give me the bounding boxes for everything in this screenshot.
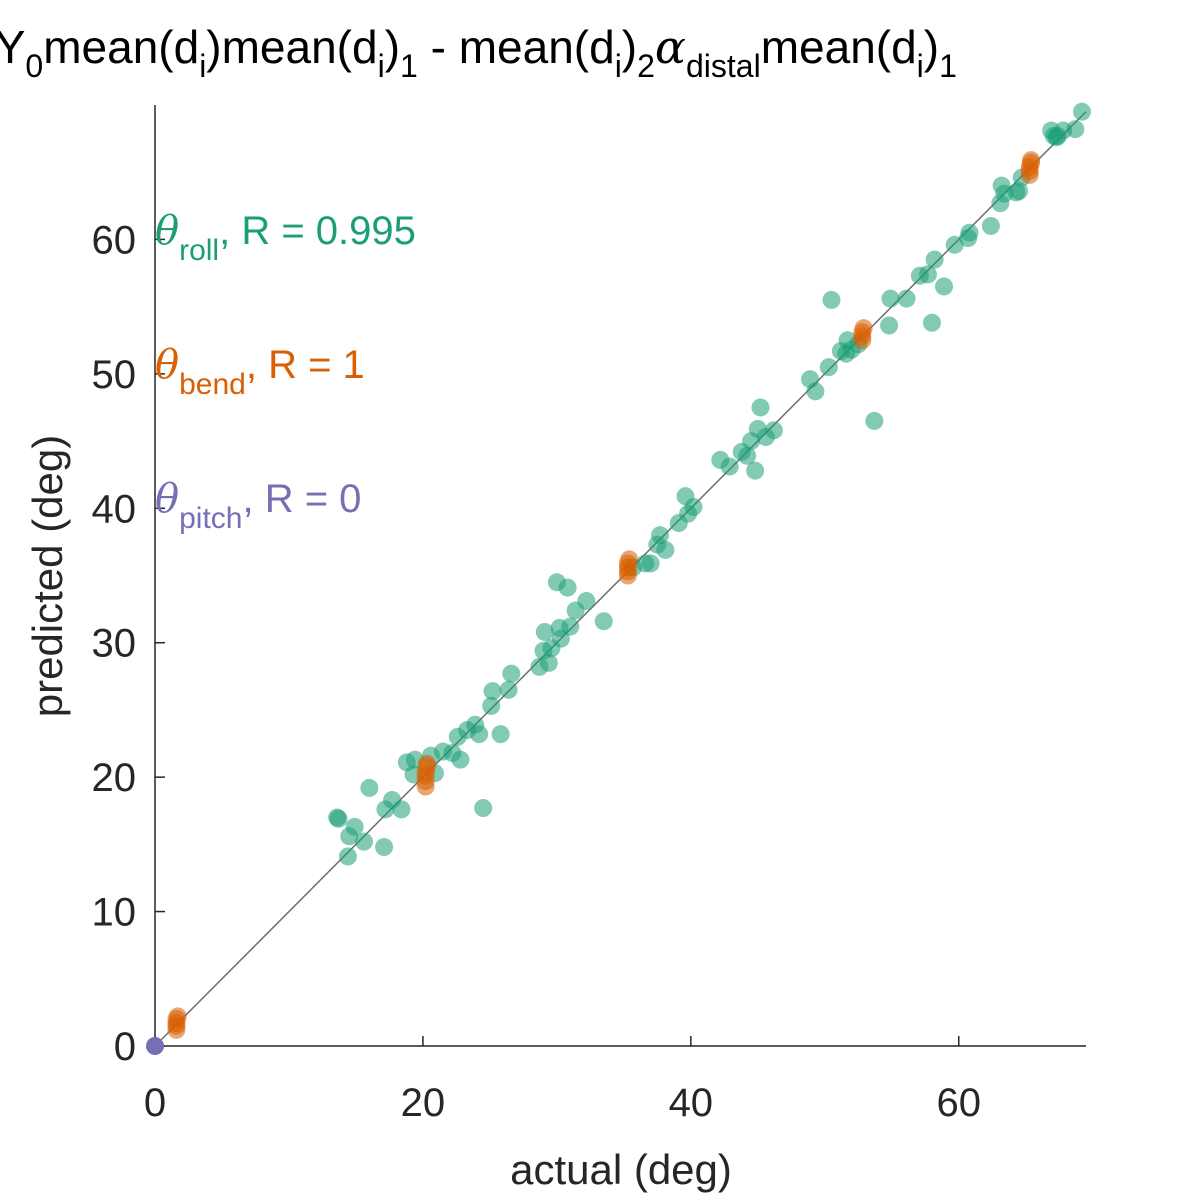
data-point-roll — [1010, 182, 1029, 201]
x-tick-label: 40 — [669, 1081, 714, 1125]
data-point-roll — [764, 421, 783, 440]
data-point-roll — [822, 290, 841, 309]
data-point-roll — [392, 800, 411, 819]
data-point-bend — [620, 550, 639, 569]
data-point-roll — [483, 682, 502, 701]
data-point-roll — [470, 725, 489, 744]
data-point-roll — [1066, 120, 1085, 139]
data-point-roll — [684, 497, 703, 516]
data-point-roll — [551, 629, 570, 648]
data-point-roll — [577, 592, 596, 611]
y-tick-label: 0 — [114, 1025, 136, 1069]
data-point-roll — [960, 223, 979, 242]
data-point-roll — [751, 398, 770, 417]
x-tick-label: 60 — [936, 1081, 981, 1125]
data-point-bend — [168, 1007, 187, 1026]
data-point-roll — [881, 289, 900, 308]
data-point-roll — [880, 316, 899, 335]
data-point-roll — [499, 680, 518, 699]
data-point-roll — [594, 612, 613, 631]
data-point-roll — [651, 526, 670, 545]
x-tick-label: 20 — [401, 1081, 446, 1125]
data-point-roll — [561, 617, 580, 636]
y-tick-label: 50 — [92, 353, 137, 397]
data-point-roll — [656, 540, 675, 559]
y-tick-label: 40 — [92, 487, 137, 531]
axis-ticks: 0 20 40 60 0 10 20 30 40 50 60 — [92, 218, 981, 1125]
data-point-roll — [329, 809, 348, 828]
annotation-roll: θroll, R = 0.995 — [155, 208, 416, 267]
data-point-bend — [417, 754, 436, 773]
data-point-roll — [345, 817, 364, 836]
data-point-roll — [945, 235, 964, 254]
data-point-roll — [819, 358, 838, 377]
data-point-roll — [491, 725, 510, 744]
data-point-roll — [806, 382, 825, 401]
data-point-roll — [738, 446, 757, 465]
chart-title: : Y0mean(di)mean(di)1 - mean(di)2αdistal… — [0, 0, 1200, 110]
data-point-roll — [558, 578, 577, 597]
data-point-roll — [935, 277, 954, 296]
data-point-roll — [897, 289, 916, 308]
x-tick-label: 0 — [144, 1081, 166, 1125]
data-point-pitch — [146, 1037, 164, 1055]
y-axis-label: predicted (deg) — [24, 435, 71, 718]
data-point-roll — [981, 216, 1000, 235]
data-point-roll — [720, 457, 739, 476]
data-point-roll — [535, 622, 554, 641]
chart-title-text: : Y0mean(di)mean(di)1 - mean(di)2αdistal… — [0, 20, 957, 84]
data-points — [146, 102, 1091, 1055]
data-point-roll — [1072, 102, 1091, 121]
data-point-roll — [925, 250, 944, 269]
data-point-bend — [1022, 151, 1041, 170]
annotation-pitch: θpitch, R = 0 — [155, 476, 362, 535]
data-point-roll — [746, 461, 765, 480]
y-tick-label: 30 — [92, 622, 137, 666]
data-point-roll — [482, 696, 501, 715]
data-point-roll — [451, 750, 470, 769]
data-point-roll — [338, 847, 357, 866]
y-tick-label: 20 — [92, 756, 137, 800]
data-point-roll — [865, 411, 884, 430]
y-tick-label: 10 — [92, 891, 137, 935]
data-point-bend — [854, 319, 873, 338]
data-point-roll — [502, 664, 521, 683]
data-point-roll — [360, 778, 379, 797]
data-point-roll — [539, 653, 558, 672]
data-point-roll — [354, 832, 373, 851]
data-point-roll — [474, 799, 493, 818]
data-point-roll — [918, 265, 937, 284]
data-point-roll — [641, 554, 660, 573]
data-point-roll — [922, 313, 941, 332]
y-tick-label: 60 — [92, 218, 137, 262]
x-axis-label: actual (deg) — [510, 1146, 732, 1193]
annotation-bend: θbend, R = 1 — [155, 342, 365, 401]
data-point-roll — [375, 838, 394, 857]
